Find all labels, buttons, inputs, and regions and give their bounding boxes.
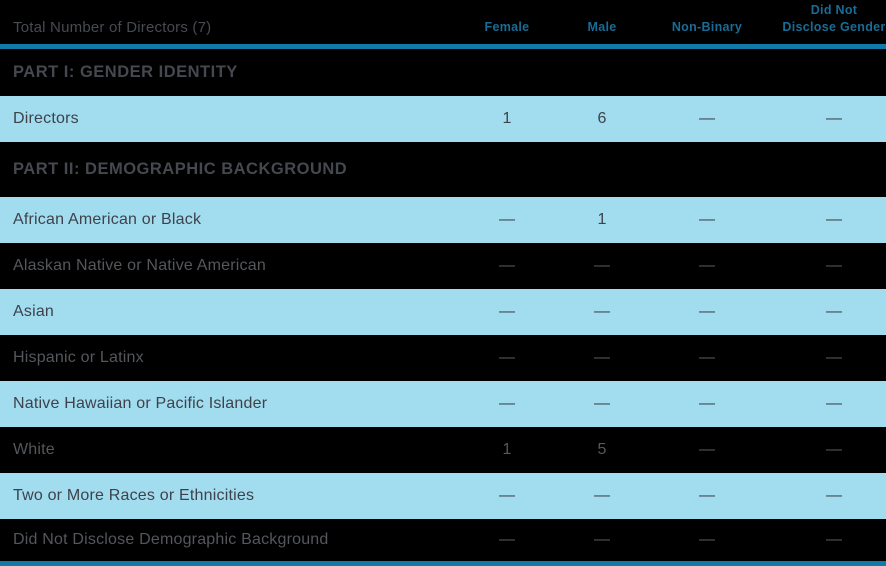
cell-did-not-disclose-gender: — [826,257,842,274]
cell-female: — [499,349,515,366]
cell-did-not-disclose-gender: — [826,531,842,548]
table-title: Total Number of Directors (7) [13,19,212,36]
cell-non-binary: — [699,257,715,274]
table-row: Directors 1 6 — — [0,96,886,142]
cell-male: — [594,257,610,274]
cell-did-not-disclose-gender: — [826,487,842,504]
row-label: Hispanic or Latinx [13,349,144,366]
table-body: PART I: GENDER IDENTITY Directors 1 6 — — PART… [0,49,886,561]
cell-did-not-disclose-gender: — [826,211,842,228]
row-label: Did Not Disclose Demographic Background [13,531,329,548]
cell-female: — [499,257,515,274]
cell-non-binary: — [699,441,715,458]
section-heading-part-2: PART II: DEMOGRAPHIC BACKGROUND [0,142,886,197]
row-label: Two or More Races or Ethnicities [13,487,255,504]
cell-did-not-disclose-gender: — [826,303,842,320]
row-label: Directors [13,110,79,127]
table-row: African American or Black — 1 — — [0,197,886,243]
cell-female: — [499,303,515,320]
cell-did-not-disclose-gender: — [826,110,842,127]
cell-did-not-disclose-gender: — [826,441,842,458]
cell-non-binary: — [699,303,715,320]
cell-non-binary: — [699,349,715,366]
cell-non-binary: — [699,531,715,548]
table-row: Asian — — — — [0,289,886,335]
cell-female: — [499,487,515,504]
row-label: Alaskan Native or Native American [13,257,266,274]
cell-female: 1 [502,110,512,127]
table-row: Hispanic or Latinx — — — — [0,335,886,381]
table-row: Native Hawaiian or Pacific Islander — — — — [0,381,886,427]
cell-did-not-disclose-gender: — [826,349,842,366]
row-label: Native Hawaiian or Pacific Islander [13,395,268,412]
cell-male: — [594,349,610,366]
cell-male: — [594,531,610,548]
column-header-female: Female [484,20,530,35]
cell-male: — [594,395,610,412]
table-header-row: Total Number of Directors (7) Female Mal… [0,0,886,44]
bottom-accent-divider [0,561,886,566]
table-row: Alaskan Native or Native American — — — — [0,243,886,289]
top-accent-divider [0,44,886,49]
cell-male: — [594,487,610,504]
cell-female: — [499,211,515,228]
cell-male: 5 [597,441,607,458]
cell-female: — [499,531,515,548]
cell-non-binary: — [699,211,715,228]
cell-female: 1 [502,441,512,458]
section-heading-part-1: PART I: GENDER IDENTITY [0,49,886,96]
cell-female: — [499,395,515,412]
table-row: Two or More Races or Ethnicities — — — — [0,473,886,519]
row-label: Asian [13,303,55,320]
column-header-male: Male [587,20,617,35]
cell-male: 6 [597,110,607,127]
cell-non-binary: — [699,110,715,127]
row-label: African American or Black [13,211,202,228]
cell-male: — [594,303,610,320]
cell-male: 1 [597,211,607,228]
cell-non-binary: — [699,487,715,504]
row-label: White [13,441,55,458]
cell-non-binary: — [699,395,715,412]
cell-did-not-disclose-gender: — [826,395,842,412]
table-row: Did Not Disclose Demographic Background —… [0,519,886,561]
table-row: White 1 5 — — [0,427,886,473]
column-header-did-not-disclose-gender: Did Not Disclose Gender [782,3,886,35]
column-header-non-binary: Non-Binary [671,20,743,35]
